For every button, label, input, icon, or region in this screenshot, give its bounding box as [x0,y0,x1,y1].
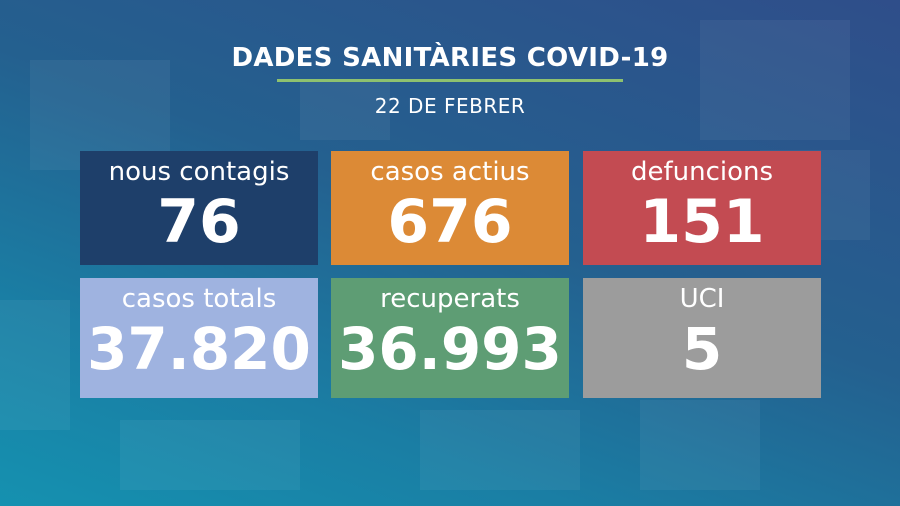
tile-label: casos actius [370,157,530,187]
background-square [700,20,850,140]
tile-value: 37.820 [87,315,311,383]
tile-uci: UCI 5 [583,278,821,398]
background-square [0,300,70,430]
tile-casos-actius: casos actius 676 [331,151,569,265]
background-square [120,420,300,490]
page-title: DADES SANITÀRIES COVID-19 [231,43,669,73]
header: DADES SANITÀRIES COVID-19 22 DE FEBRER [0,40,900,120]
background-square [640,400,760,490]
tile-recuperats: recuperats 36.993 [331,278,569,398]
tile-label: recuperats [380,284,520,314]
tile-value: 36.993 [338,315,562,383]
background-square [300,80,390,140]
tile-label: defuncions [630,157,774,187]
tile-casos-totals: casos totals 37.820 [80,278,318,398]
tile-value: 5 [681,315,723,383]
tile-nous-contagis: nous contagis 76 [80,151,318,265]
tile-label: UCI [679,284,725,314]
tile-value: 676 [387,187,513,257]
date-label: 22 DE FEBRER [374,94,526,118]
tile-value: 76 [157,187,241,257]
tile-defuncions: defuncions 151 [583,151,821,265]
tile-value: 151 [639,187,765,257]
tile-label: nous contagis [108,157,290,187]
background-square [420,410,580,490]
title-underline [277,79,623,82]
tile-label: casos totals [121,284,277,314]
